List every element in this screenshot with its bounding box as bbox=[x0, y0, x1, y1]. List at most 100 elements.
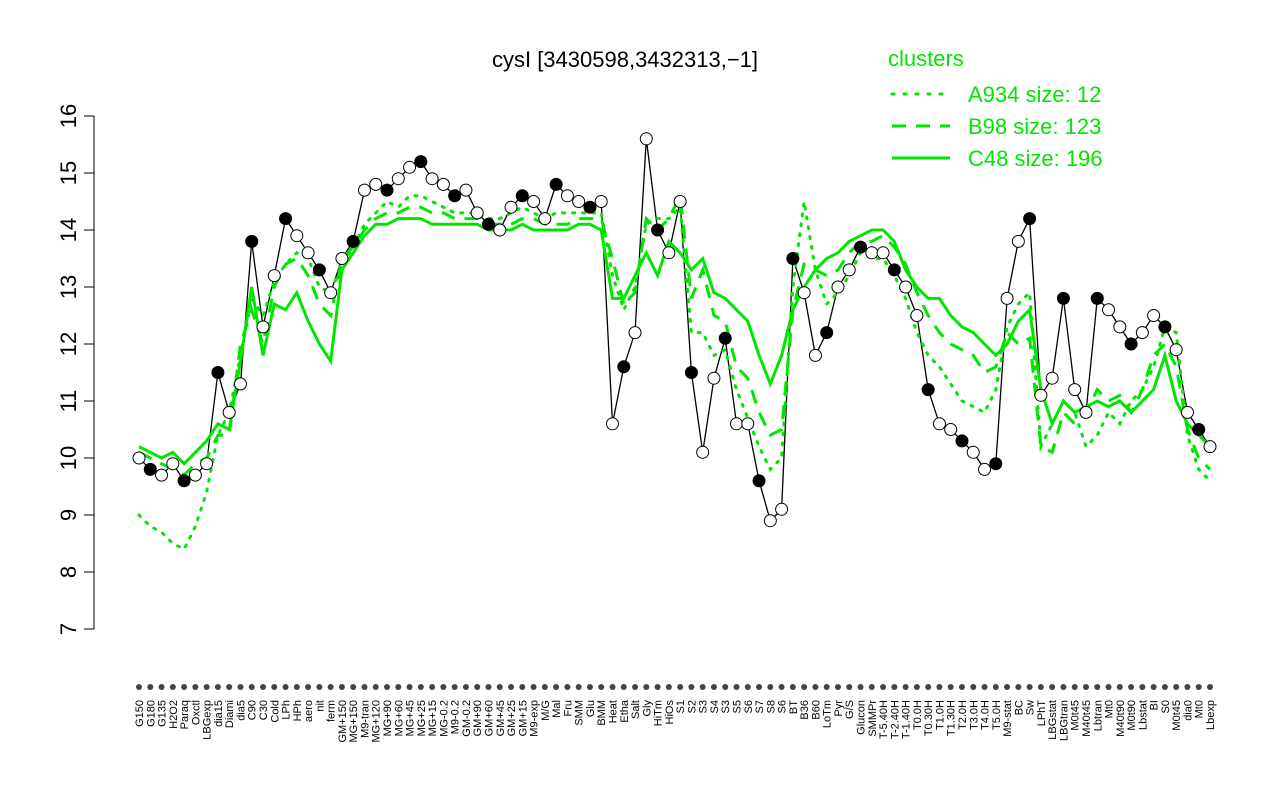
data-point bbox=[188, 468, 202, 482]
x-tick-label: Diami bbox=[224, 700, 236, 728]
data-point bbox=[718, 331, 732, 345]
x-tick-mark bbox=[654, 684, 661, 690]
data-point bbox=[1147, 309, 1161, 322]
data-point bbox=[1169, 343, 1183, 357]
x-tick-mark bbox=[688, 684, 695, 690]
data-point bbox=[921, 383, 935, 397]
x-tick-label: T-5.40H bbox=[878, 700, 890, 739]
data-point bbox=[155, 468, 169, 482]
x-tick-label: Mal bbox=[551, 700, 563, 718]
data-point bbox=[403, 160, 417, 174]
x-tick-label: Heat bbox=[607, 700, 619, 723]
x-tick-label: G/S bbox=[844, 700, 856, 719]
data-line-cysi bbox=[138, 138, 1211, 522]
x-tick-mark bbox=[846, 684, 853, 690]
x-tick-label: LPh bbox=[281, 700, 293, 720]
data-point bbox=[741, 417, 755, 431]
x-tick-label: HiTm bbox=[653, 700, 665, 726]
x-tick-mark bbox=[395, 684, 402, 690]
x-tick-mark bbox=[462, 684, 469, 690]
x-tick-label: MG+15 bbox=[427, 700, 439, 736]
data-point bbox=[955, 434, 969, 448]
x-tick-mark bbox=[880, 684, 887, 690]
data-point bbox=[470, 206, 484, 220]
x-tick-label: LBGexp bbox=[202, 700, 214, 740]
y-tick-label: 7 bbox=[56, 623, 81, 635]
data-point bbox=[1023, 212, 1037, 226]
data-point bbox=[583, 200, 597, 214]
data-point bbox=[594, 195, 608, 208]
x-tick-label: aero bbox=[303, 700, 315, 722]
x-tick-mark bbox=[947, 684, 954, 690]
data-point bbox=[651, 223, 665, 237]
data-point bbox=[1079, 405, 1093, 419]
data-point bbox=[504, 200, 518, 214]
x-tick-label: Lbexp bbox=[1205, 700, 1217, 730]
x-tick-mark bbox=[992, 684, 999, 690]
data-point bbox=[233, 377, 247, 391]
x-tick-mark bbox=[305, 684, 312, 690]
x-tick-mark bbox=[508, 684, 515, 690]
x-tick-label: T2.0H bbox=[957, 700, 969, 730]
x-tick-label: M0t90 bbox=[1126, 700, 1138, 731]
data-point bbox=[842, 263, 856, 277]
x-tick-label: GM+90 bbox=[472, 700, 484, 736]
data-point bbox=[696, 445, 710, 459]
x-tick-label: M/G bbox=[540, 700, 552, 721]
x-tick-label: B36 bbox=[799, 700, 811, 720]
x-tick-label: S5 bbox=[732, 700, 744, 713]
data-point bbox=[1124, 337, 1138, 351]
x-tick-mark bbox=[823, 684, 830, 690]
x-tick-mark bbox=[981, 684, 988, 690]
x-tick-label: T5.0H bbox=[991, 700, 1003, 730]
x-tick-label: C30 bbox=[258, 700, 270, 720]
x-tick-label: Lbtran bbox=[1092, 700, 1104, 731]
data-point bbox=[1000, 291, 1014, 305]
x-tick-mark bbox=[1161, 684, 1168, 690]
x-tick-label: LBGstat bbox=[1047, 700, 1059, 740]
x-tick-mark bbox=[1037, 684, 1044, 690]
x-tick-label: MG+120 bbox=[371, 700, 383, 743]
data-point bbox=[763, 514, 777, 528]
data-point bbox=[684, 366, 698, 379]
x-tick-mark bbox=[361, 684, 368, 690]
x-tick-mark bbox=[260, 684, 267, 690]
data-point bbox=[1034, 388, 1048, 402]
x-tick-mark bbox=[417, 684, 424, 690]
data-point bbox=[222, 405, 236, 419]
data-point bbox=[481, 217, 495, 231]
x-tick-mark bbox=[1195, 684, 1202, 690]
x-tick-mark bbox=[778, 684, 785, 690]
x-tick-label: M9-exp bbox=[529, 700, 541, 737]
x-tick-mark bbox=[136, 684, 142, 690]
data-point bbox=[538, 212, 552, 226]
y-tick-label: 10 bbox=[56, 446, 81, 470]
x-tick-label: S6 bbox=[743, 700, 755, 713]
data-point bbox=[820, 326, 834, 340]
x-tick-label: S2 bbox=[686, 700, 698, 713]
data-point bbox=[1180, 405, 1194, 419]
data-point bbox=[312, 263, 326, 277]
x-tick-mark bbox=[1116, 684, 1123, 690]
x-tick-label: Mt0 bbox=[1104, 700, 1116, 718]
x-tick-mark bbox=[282, 684, 289, 690]
x-tick-mark bbox=[271, 684, 278, 690]
x-tick-mark bbox=[248, 684, 255, 690]
y-tick-label: 13 bbox=[56, 275, 81, 299]
data-point bbox=[617, 360, 631, 374]
x-tick-mark bbox=[1049, 684, 1056, 690]
x-tick-label: MG+60 bbox=[393, 700, 405, 736]
x-tick-label: B60 bbox=[810, 700, 822, 720]
x-tick-label: G135 bbox=[157, 700, 169, 727]
data-point bbox=[628, 326, 642, 340]
x-axis: G150 G180 G135 H2O2 Paraq Oxctl LBGexp dia15 Dia… bbox=[134, 684, 1217, 743]
x-tick-label: Gly bbox=[641, 700, 653, 717]
x-tick-label: LPhT bbox=[1036, 700, 1048, 727]
x-tick-label: T3.0H bbox=[968, 700, 980, 730]
data-point bbox=[459, 183, 473, 197]
data-point bbox=[887, 263, 901, 277]
x-tick-mark bbox=[474, 684, 481, 690]
chart-title: cysI [3430598,3432313,−1] bbox=[492, 47, 758, 72]
y-axis: 7 8 9 10 11 12 13 14 15 16 bbox=[56, 104, 95, 635]
